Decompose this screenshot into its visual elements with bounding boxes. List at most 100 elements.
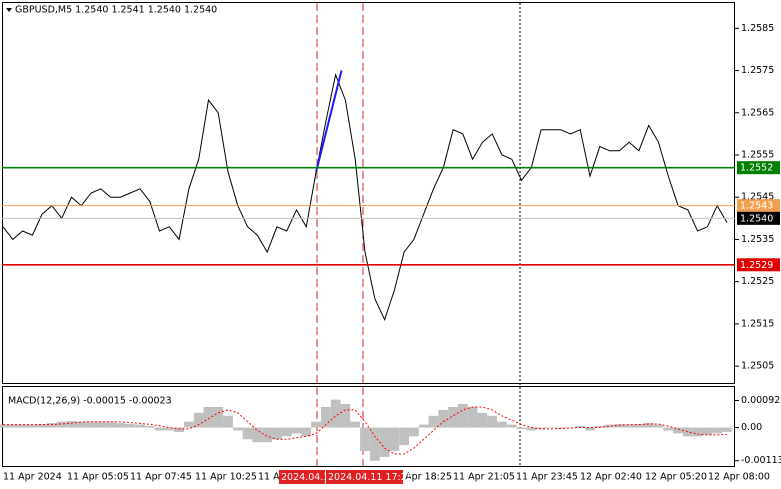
macd-bar: [487, 415, 498, 428]
macd-bar: [360, 427, 370, 452]
macd-bar: [272, 427, 282, 440]
macd-bar: [252, 427, 263, 443]
y-tick-label: 1.2535: [741, 234, 774, 245]
y-tick-label: 0.00: [741, 422, 762, 433]
x-tick-label: 11 Apr 2024: [3, 472, 62, 483]
y-tick-label: 1.2525: [741, 276, 774, 287]
x-tick-label: 11 Apr 05:05: [67, 472, 129, 483]
macd-bar: [389, 427, 400, 452]
macd-bar: [174, 427, 184, 432]
level-label-box: [737, 199, 780, 213]
macd-bar: [497, 421, 507, 428]
macd-bar: [0, 424, 8, 428]
x-tick-label: 11 Apr 23:45: [516, 472, 578, 483]
macd-bar: [223, 415, 233, 428]
macd-bar: [66, 421, 77, 428]
macd-bar: [506, 424, 517, 428]
macd-bar: [154, 427, 165, 431]
x-tick-label: 11 A: [258, 472, 280, 483]
macd-bar: [575, 426, 586, 428]
macd-bar: [193, 412, 204, 428]
y-tick-label: 1.2515: [741, 318, 774, 329]
macd-bar: [663, 427, 674, 431]
macd-bar: [526, 427, 537, 431]
macd-bar: [643, 423, 654, 428]
macd-bar: [232, 427, 243, 431]
macd-bar: [76, 421, 87, 428]
y-tick-label: 1.2555: [741, 150, 774, 161]
macd-bar: [301, 427, 312, 437]
macd-bar: [369, 427, 380, 461]
macd-bar: [37, 424, 48, 428]
macd-bar: [320, 406, 331, 428]
macd-bar: [614, 424, 625, 428]
macd-bar: [17, 424, 28, 428]
x-tick-label: 12 Apr 08:00: [708, 472, 770, 483]
y-tick-label: 1.2545: [741, 192, 774, 203]
macd-bar: [350, 421, 361, 428]
macd-bar: [712, 427, 723, 434]
macd-bar: [477, 412, 488, 428]
menu-triangle: [6, 8, 12, 12]
macd-bar: [164, 427, 175, 431]
macd-bar: [95, 421, 106, 428]
macd-bar: [438, 409, 449, 428]
price-panel: [2, 2, 735, 384]
macd-bar: [682, 427, 693, 437]
macd-bar: [692, 427, 703, 437]
macd-bar: [144, 426, 155, 428]
macd-bar: [379, 427, 390, 457]
macd-bar: [291, 427, 302, 434]
macd-bar: [47, 423, 57, 428]
macd-bar: [27, 424, 38, 428]
level-label: 1.2529: [740, 260, 773, 271]
level-label: 1.2543: [740, 201, 773, 212]
cursor-label: 2024.04.1: [281, 472, 329, 483]
y-tick-label: 1.2585: [741, 23, 774, 34]
macd-bar: [115, 423, 126, 428]
cursor-label-box: [279, 470, 325, 484]
x-tick-label: 11 Apr 21:05: [453, 472, 515, 483]
macd-bar: [702, 427, 713, 435]
y-tick-label: 1.2505: [741, 361, 774, 372]
macd-title: MACD(12,26,9) -0.00015 -0.00023: [8, 396, 172, 407]
macd-bar: [634, 424, 644, 428]
macd-bar: [56, 421, 67, 428]
macd-bar: [653, 424, 664, 428]
chart-title: GBPUSD,M5 1.2540 1.2541 1.2540 1.2540: [15, 5, 217, 16]
y-tick-label: 1.2575: [741, 65, 774, 76]
macd-bar: [457, 404, 468, 428]
macd-bar: [262, 427, 273, 443]
macd-bar: [135, 424, 145, 428]
cursor-label-box: [326, 470, 403, 484]
x-tick-label: 12 Apr 05:20: [645, 472, 707, 483]
level-label-box: [737, 211, 780, 225]
macd-bar: [242, 427, 253, 440]
x-tick-label: 11 Apr 10:25: [195, 472, 257, 483]
macd-bar: [722, 427, 732, 432]
macd-bar: [7, 424, 18, 428]
cursor-label: 2024.04.11 17:25: [328, 472, 413, 483]
macd-bar: [673, 427, 683, 434]
macd-bar: [330, 399, 341, 428]
x-tick-label: 12 Apr 02:40: [580, 472, 642, 483]
macd-bar: [594, 426, 605, 428]
macd-bar: [340, 404, 351, 428]
macd-bar: [184, 421, 194, 428]
macd-bar: [86, 421, 96, 428]
macd-bar: [467, 406, 478, 428]
y-tick-label: 0.00092: [741, 395, 780, 406]
y-tick-label: 1.2565: [741, 107, 774, 118]
macd-bar: [281, 427, 292, 437]
macd-bar: [125, 424, 136, 428]
macd-bar: [105, 422, 116, 428]
price-line: [2, 73, 728, 322]
macd-bar: [203, 406, 214, 428]
macd-bar: [428, 415, 439, 428]
y-tick-label: -0.00113: [741, 455, 781, 466]
macd-bar: [409, 427, 419, 437]
macd-bar: [448, 406, 458, 428]
macd-bar: [585, 427, 595, 431]
